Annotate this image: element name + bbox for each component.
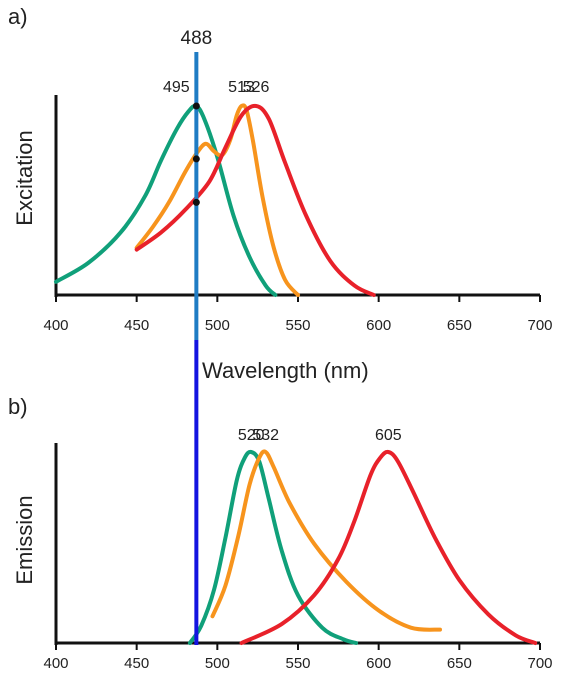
x-tick-label: 650 xyxy=(447,655,472,672)
x-tick-label: 600 xyxy=(366,317,391,334)
peak-label: 495 xyxy=(163,79,190,96)
x-tick-label: 600 xyxy=(366,655,391,672)
panel-b-curves xyxy=(187,449,538,645)
panel-b-label: b) xyxy=(8,394,28,419)
peak-label: 532 xyxy=(252,427,279,444)
series-line xyxy=(54,103,278,297)
x-tick-label: 550 xyxy=(285,317,310,334)
x-tick-label: 400 xyxy=(43,655,68,672)
x-tick-label: 500 xyxy=(205,655,230,672)
peak-label: 526 xyxy=(243,79,270,96)
series-line xyxy=(239,449,538,645)
panel-b-ticks: 400 450 500 550 600 650 700 xyxy=(43,643,553,672)
x-tick-label: 450 xyxy=(124,655,149,672)
panel-a-curves xyxy=(54,103,376,297)
panel-a-ticks: 400 450 500 550 600 650 700 xyxy=(43,295,553,334)
x-axis-title: Wavelength (nm) xyxy=(202,358,369,383)
x-tick-label: 700 xyxy=(527,317,552,334)
panel-b-ylabel: Emission xyxy=(12,495,37,584)
x-tick-label: 400 xyxy=(43,317,68,334)
laser-line-group: 488 xyxy=(181,28,213,645)
peak-label: 513 xyxy=(228,79,255,96)
panel-a: a) Excitation 400 450 500 550 600 650 700 495 5… xyxy=(8,4,553,383)
series-line xyxy=(187,449,359,645)
x-tick-label: 550 xyxy=(285,655,310,672)
laser-intersection-dot xyxy=(192,102,200,110)
panel-a-ylabel: Excitation xyxy=(12,130,37,225)
x-tick-label: 450 xyxy=(124,317,149,334)
x-tick-label: 500 xyxy=(205,317,230,334)
series-line xyxy=(210,449,442,632)
peak-label: 520 xyxy=(238,427,265,444)
panel-a-label: a) xyxy=(8,4,28,29)
laser-intersection-dot xyxy=(192,155,200,163)
series-line xyxy=(134,103,376,297)
peak-label: 605 xyxy=(375,427,402,444)
panel-b: b) Emission 400 450 500 550 600 650 700 520532… xyxy=(8,394,553,672)
laser-intersection-dot xyxy=(192,198,200,206)
x-tick-label: 700 xyxy=(527,655,552,672)
x-tick-label: 650 xyxy=(447,317,472,334)
laser-wavelength-label: 488 xyxy=(181,28,213,49)
